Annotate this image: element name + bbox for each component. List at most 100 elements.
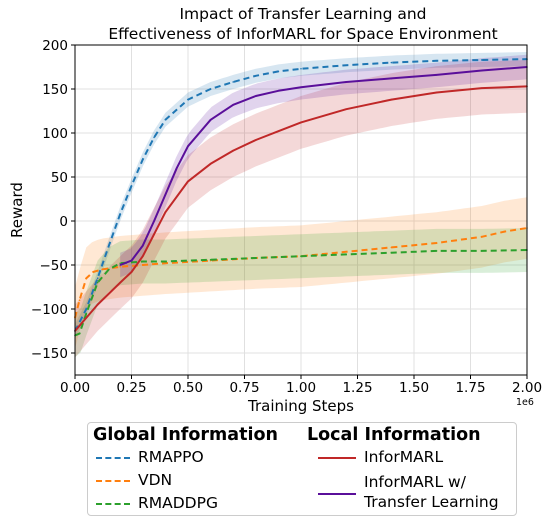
legend-swatch-vdn (96, 480, 130, 482)
x-tick-label: 1.00 (286, 380, 316, 396)
data-point-rmaddpg (119, 262, 121, 265)
legend-label-rmaddpg: RMADDPG (138, 494, 218, 512)
data-point-informarl (164, 211, 167, 213)
x-offset-label: 1e6 (516, 397, 534, 408)
x-tick-label: 0.50 (173, 380, 203, 396)
data-point-rmappo (142, 158, 144, 161)
data-point-rmappo (390, 61, 393, 64)
data-point-rmaddpg (164, 260, 167, 263)
data-point-rmappo (164, 119, 167, 121)
x-tick-label: 0.25 (116, 380, 146, 396)
data-point-rmaddpg (345, 253, 348, 256)
band-informarl-w-transfer-learning (120, 54, 527, 278)
data-point-informarl (130, 271, 133, 273)
y-tick-label: 50 (51, 170, 68, 186)
data-point-rmappo (345, 64, 348, 67)
data-point-rmaddpg (435, 250, 438, 252)
legend-label-rmappo: RMAPPO (138, 448, 204, 466)
data-point-vdn (119, 265, 121, 268)
data-point-rmappo (119, 213, 121, 215)
data-point-informarl (187, 180, 189, 183)
data-point-vdn (481, 236, 483, 238)
data-point-informarl (232, 149, 234, 152)
data-point-rmaddpg (85, 312, 88, 315)
reward-chart: Impact of Transfer Learning and Effectiv… (8, 5, 542, 415)
data-point-rmappo (85, 308, 88, 310)
data-point-informarl-w-transfer-learning (232, 104, 234, 106)
data-point-rmaddpg (390, 251, 393, 254)
data-point-informarl (255, 139, 257, 141)
legend-label-informarl-transfer-2: Transfer Learning (364, 493, 499, 511)
x-tick-label: 1.25 (342, 380, 372, 396)
legend-label-vdn: VDN (138, 471, 173, 489)
data-point-informarl-w-transfer-learning (153, 220, 155, 222)
band-informarl (75, 60, 527, 358)
data-point-rmappo (130, 185, 133, 187)
legend-label-informarl-transfer-1: InforMARL w/ (364, 473, 466, 491)
y-axis-label: Reward (8, 182, 26, 238)
legend-heading-local: Local Information (307, 425, 481, 445)
data-point-vdn (78, 299, 81, 302)
data-point-informarl-w-transfer-learning (209, 119, 212, 121)
data-point-vdn (142, 264, 144, 266)
x-tick-label: 2.00 (512, 380, 542, 396)
data-point-informarl (277, 130, 280, 133)
y-tick-label: −50 (40, 258, 69, 274)
series-line-rmaddpg (74, 249, 528, 337)
data-point-informarl (209, 163, 212, 165)
data-point-informarl-w-transfer-learning (481, 69, 483, 72)
legend: Global Information Local Information RMA… (87, 422, 517, 516)
x-tick-label: 1.50 (399, 380, 429, 396)
series-line-rmappo (74, 58, 528, 332)
data-point-rmappo (232, 81, 234, 83)
data-point-informarl-w-transfer-learning (187, 145, 189, 147)
x-axis-label: Training Steps (247, 397, 354, 415)
data-point-informarl (300, 121, 302, 124)
chart-title-line-2: Effectiveness of InforMARL for Space Env… (108, 25, 497, 43)
data-point-informarl-w-transfer-learning (345, 81, 348, 83)
data-point-vdn (85, 277, 88, 280)
series-line-informarl (74, 85, 528, 332)
data-point-rmappo (187, 98, 189, 101)
data-point-rmaddpg (481, 250, 483, 252)
data-point-vdn (435, 242, 438, 244)
legend-heading-global: Global Information (93, 425, 278, 445)
data-point-rmappo (209, 88, 212, 90)
data-point-rmappo (300, 67, 302, 70)
data-point-informarl-w-transfer-learning (277, 89, 280, 92)
y-tick-label: 200 (42, 38, 68, 54)
data-point-rmaddpg (142, 260, 144, 263)
data-point-rmaddpg (96, 281, 99, 284)
x-tick-label: 1.75 (455, 380, 485, 396)
axis-ticks: 0.00 0.25 0.50 0.75 1.00 1.25 1.50 1.75 2.00 −150… (31, 38, 542, 396)
data-point-vdn (345, 251, 348, 253)
data-point-informarl-w-transfer-learning (175, 167, 178, 169)
y-tick-label: −100 (31, 302, 68, 318)
data-point-informarl-w-transfer-learning (164, 193, 167, 196)
data-point-informarl-w-transfer-learning (142, 244, 144, 247)
data-point-informarl-w-transfer-learning (435, 74, 438, 76)
data-point-rmaddpg (255, 257, 257, 259)
data-point-informarl (153, 233, 155, 235)
data-point-informarl (435, 91, 438, 94)
data-point-informarl-w-transfer-learning (300, 86, 302, 89)
y-tick-label: 100 (42, 126, 68, 142)
legend-swatch-rmappo (96, 457, 130, 459)
x-tick-label: 0.75 (229, 380, 259, 396)
data-point-vdn (92, 271, 94, 273)
data-point-informarl-w-transfer-learning (255, 95, 257, 97)
data-point-informarl-w-transfer-learning (119, 264, 121, 266)
data-point-informarl-w-transfer-learning (390, 77, 393, 80)
data-point-informarl (481, 87, 483, 89)
data-point-vdn (503, 230, 506, 233)
data-point-rmappo (277, 70, 280, 73)
data-point-rmaddpg (108, 268, 110, 271)
legend-swatch-informarl-transfer (318, 493, 356, 495)
series-line-vdn (74, 227, 528, 319)
data-point-vdn (101, 268, 103, 271)
data-point-rmaddpg (78, 332, 81, 335)
series-lines (74, 58, 528, 337)
chart-title-line-1: Impact of Transfer Learning and (179, 5, 426, 23)
data-point-informarl (142, 255, 144, 257)
legend-swatch-informarl (318, 457, 356, 459)
